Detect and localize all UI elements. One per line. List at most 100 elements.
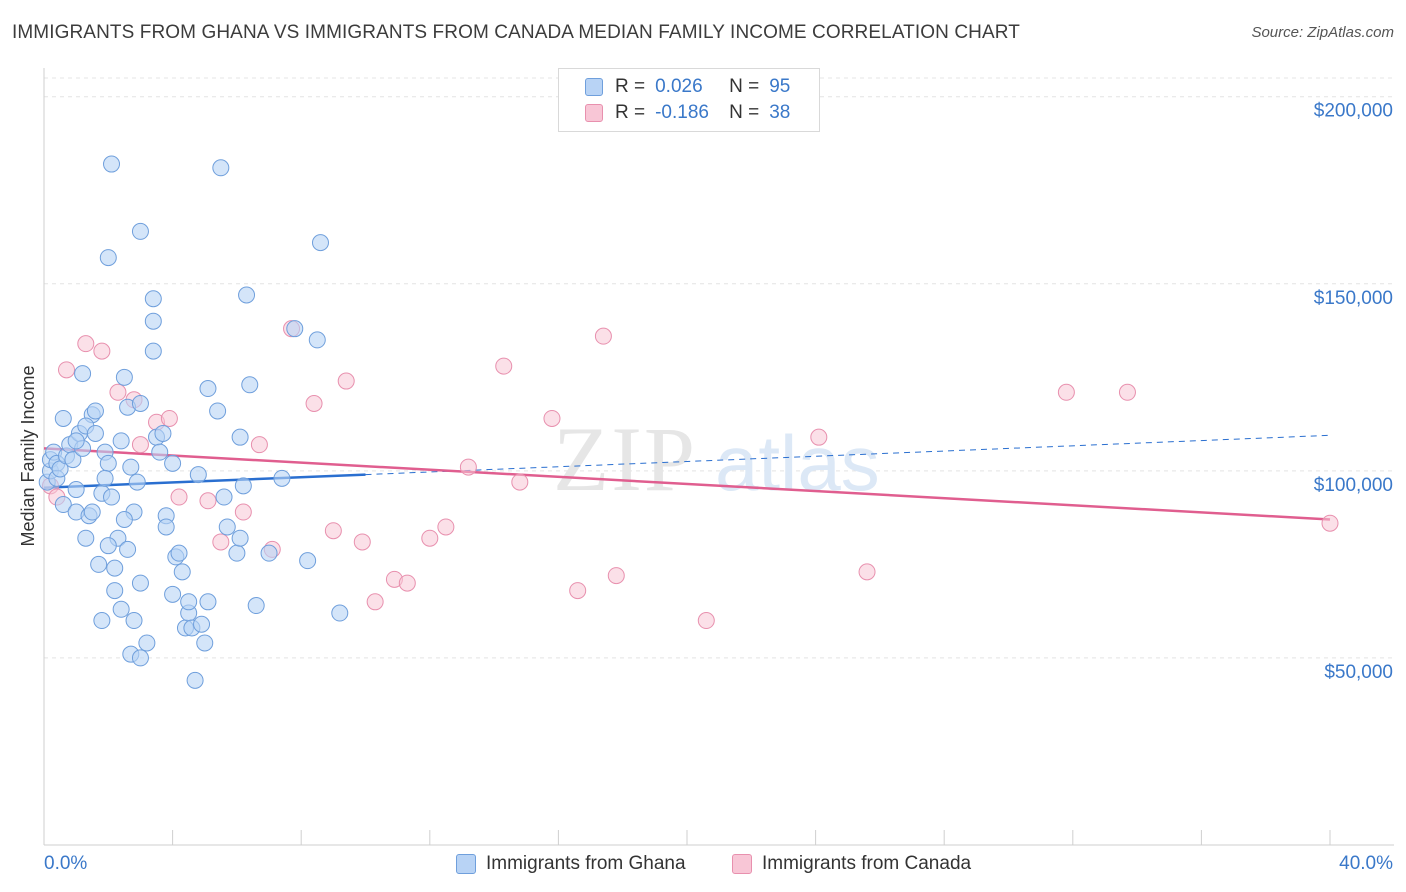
ghana-point — [131, 395, 149, 413]
ghana-point — [157, 518, 175, 536]
canada-point — [337, 372, 355, 390]
ghana-point — [64, 451, 82, 469]
x-tick-label-min: 0.0% — [44, 853, 87, 874]
canada-point — [77, 335, 95, 353]
ghana-point — [311, 234, 329, 252]
legend-r-label: R = — [615, 76, 646, 97]
ghana-point — [131, 222, 149, 240]
ghana-point — [299, 552, 317, 570]
ghana-point — [231, 529, 249, 547]
ghana-point — [131, 649, 149, 667]
canada-point — [511, 473, 529, 491]
watermark-zip: ZIP — [553, 408, 697, 510]
legend-ghana-r: 0.026 — [655, 76, 703, 97]
legend-n-label: N = — [729, 76, 760, 97]
canada-point — [366, 593, 384, 611]
bottom-legend-ghana[interactable]: Immigrants from Ghana — [456, 852, 686, 876]
canada-trend-line — [43, 447, 1331, 521]
ghana-legend-swatch — [456, 854, 476, 874]
ghana-point — [144, 312, 162, 330]
ghana-point — [77, 529, 95, 547]
canada-point — [93, 342, 111, 360]
bottom-legend-canada[interactable]: Immigrants from Canada — [732, 852, 971, 876]
ghana-point — [212, 159, 230, 177]
canada-legend-swatch — [732, 854, 752, 874]
ghana-point — [231, 428, 249, 446]
canada-point — [569, 582, 587, 600]
y-axis-label: Median Family Income — [18, 365, 38, 546]
ghana-point — [170, 544, 188, 562]
canada-point — [170, 488, 188, 506]
legend-ghana-n: 95 — [769, 76, 791, 97]
ghana-point — [67, 432, 85, 450]
canada-swatch — [585, 104, 603, 122]
ghana-point — [196, 634, 214, 652]
ghana-point — [138, 634, 156, 652]
canada-point — [594, 327, 612, 345]
ghana-point — [128, 473, 146, 491]
canada-legend-label: Immigrants from Canada — [762, 853, 972, 874]
ghana-point — [99, 454, 117, 472]
ghana-point — [67, 481, 85, 499]
ghana-point — [115, 368, 133, 386]
y-tick-label: $50,000 — [1324, 662, 1393, 683]
ghana-point — [106, 582, 124, 600]
canada-point — [697, 612, 715, 630]
ghana-point — [144, 290, 162, 308]
ghana-point — [86, 402, 104, 420]
ghana-point — [115, 510, 133, 528]
ghana-point — [86, 424, 104, 442]
y-tick-label: $100,000 — [1314, 475, 1393, 496]
canada-point — [607, 567, 625, 585]
ghana-legend-label: Immigrants from Ghana — [486, 853, 686, 874]
legend-canada-r: -0.186 — [655, 102, 709, 123]
ghana-trend-dashed — [365, 434, 1331, 476]
ghana-point — [286, 320, 304, 338]
canada-point — [353, 533, 371, 551]
ghana-point — [103, 155, 121, 173]
ghana-point — [144, 342, 162, 360]
ghana-point — [193, 615, 211, 633]
ghana-point — [122, 458, 140, 476]
ghana-point — [218, 518, 236, 536]
canada-point — [437, 518, 455, 536]
ghana-points — [38, 155, 349, 689]
gridlines — [44, 77, 1394, 659]
ghana-point — [247, 597, 265, 615]
canada-point — [324, 522, 342, 540]
ghana-point — [54, 496, 72, 514]
canada-point — [58, 361, 76, 379]
ghana-point — [119, 540, 137, 558]
ghana-point — [74, 365, 92, 383]
y-tick-label: $150,000 — [1314, 288, 1393, 309]
ghana-point — [260, 544, 278, 562]
ghana-point — [154, 424, 172, 442]
canada-point — [1057, 383, 1075, 401]
ghana-point — [209, 402, 227, 420]
chart-title: IMMIGRANTS FROM GHANA VS IMMIGRANTS FROM… — [12, 22, 1020, 43]
ghana-point — [173, 563, 191, 581]
ghana-point — [151, 443, 169, 461]
legend-canada-n: 38 — [769, 102, 791, 123]
canada-point — [212, 533, 230, 551]
ghana-point — [106, 559, 124, 577]
canada-point — [543, 409, 561, 427]
y-tick-labels: $50,000 $100,000 $150,000 $200,000 — [1314, 101, 1393, 683]
canada-point — [131, 436, 149, 454]
watermark: ZIP atlas — [553, 408, 880, 510]
canada-point — [459, 458, 477, 476]
ghana-point — [273, 469, 291, 487]
ghana-point — [54, 409, 72, 427]
ghana-point — [238, 286, 256, 304]
canada-point — [234, 503, 252, 521]
ghana-trend-line — [43, 473, 366, 489]
ghana-point — [93, 612, 111, 630]
legend-n-label: N = — [729, 102, 760, 123]
canada-point — [398, 574, 416, 592]
y-tick-label: $200,000 — [1314, 101, 1393, 122]
canada-point — [421, 529, 439, 547]
canada-point — [495, 357, 513, 375]
canada-point — [810, 428, 828, 446]
ghana-point — [125, 612, 143, 630]
